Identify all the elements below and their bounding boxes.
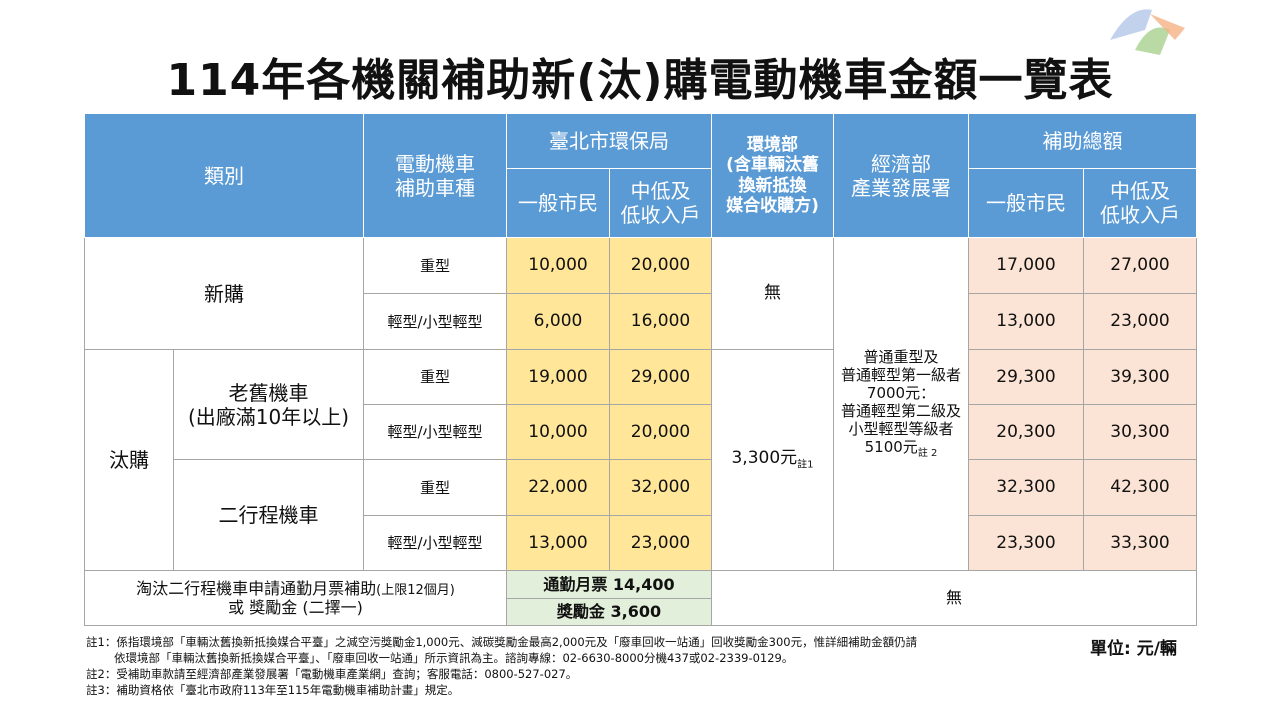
cell: 汰購 (84, 349, 174, 571)
cell: 29,000 (609, 349, 712, 405)
subsidy-table: 類別 電動機車 補助車種 臺北市環保局 環境部 (含車輛汰舊 換新抵換 媒合收購… (84, 113, 1197, 626)
notes: 註1：係指環境部「車輛汰舊換新抵換媒合平臺」之減空污獎勵金1,000元、減碳獎勵… (86, 634, 917, 698)
cell: 23,000 (609, 515, 712, 571)
cell: 30,300 (1083, 404, 1197, 460)
cell: 20,000 (609, 404, 712, 460)
cell: 3,300元註1 (711, 349, 834, 571)
cell: 32,000 (609, 459, 712, 516)
header-cell: 補助總額 (968, 113, 1197, 169)
cell: 10,000 (506, 237, 610, 294)
cell: 32,300 (968, 459, 1084, 516)
header-cell: 中低及 低收入戶 (609, 168, 712, 238)
cell: 27,000 (1083, 237, 1197, 294)
cell: 無 (711, 570, 1197, 626)
cell: 通勤月票 14,400 (506, 570, 712, 599)
header-cell: 類別 (84, 113, 364, 238)
header-cell: 電動機車 補助車種 (363, 113, 507, 238)
cell-text: (上限12個月) (376, 582, 455, 598)
note: 註2：受補助車款請至經濟部產業發展署「電動機車產業網」查詢；客服電話：0800-… (86, 667, 578, 681)
cell: 輕型/小型輕型 (363, 293, 507, 350)
cell: 輕型/小型輕型 (363, 404, 507, 460)
cell-text: 3,300元 (731, 448, 798, 469)
cell: 無 (711, 237, 834, 350)
cell: 16,000 (609, 293, 712, 350)
title: 114年各機關補助新(汰)購電動機車金額一覽表 (166, 55, 1114, 106)
unit: 單位: 元/輛 (1090, 639, 1177, 659)
header-cell: 一般市民 (506, 168, 610, 238)
cell: 獎勵金 3,600 (506, 598, 712, 626)
cell: 重型 (363, 459, 507, 516)
cell: 13,000 (968, 293, 1084, 350)
cell: 33,300 (1083, 515, 1197, 571)
cell: 20,300 (968, 404, 1084, 460)
cell: 重型 (363, 237, 507, 294)
cell: 老舊機車 (出廠滿10年以上) (173, 349, 364, 460)
cell-text: 或 獎勵金 (二擇一) (228, 598, 363, 618)
cell: 13,000 (506, 515, 610, 571)
cell: 23,300 (968, 515, 1084, 571)
cell: 6,000 (506, 293, 610, 350)
note-ref: 註1 (797, 459, 814, 471)
cell: 普通重型及 普通輕型第一級者 7000元： 普通輕型第二級及 小型輕型等級者 5… (833, 237, 969, 571)
cell: 17,000 (968, 237, 1084, 294)
cell: 二行程機車 (173, 459, 364, 571)
cell: 42,300 (1083, 459, 1197, 516)
cell: 29,300 (968, 349, 1084, 405)
cell-text: 普通重型及 普通輕型第一級者 7000元： 普通輕型第二級及 小型輕型等級者 5… (840, 348, 961, 456)
cell: 重型 (363, 349, 507, 405)
cell: 新購 (84, 237, 364, 350)
cell: 22,000 (506, 459, 610, 516)
logo (1110, 9, 1185, 55)
cell: 23,000 (1083, 293, 1197, 350)
cell: 10,000 (506, 404, 610, 460)
cell-text: 淘汰二行程機車申請通勤月票補助 (136, 578, 377, 598)
cell: 淘汰二行程機車申請通勤月票補助(上限12個月) 或 獎勵金 (二擇一) (84, 570, 507, 626)
header-cell: 經濟部 產業發展署 (833, 113, 969, 238)
header-cell: 臺北市環保局 (506, 113, 712, 169)
cell: 19,000 (506, 349, 610, 405)
cell: 20,000 (609, 237, 712, 294)
header-cell: 環境部 (含車輛汰舊 換新抵換 媒合收購方) (711, 113, 834, 238)
note: 註1：係指環境部「車輛汰舊換新抵換媒合平臺」之減空污獎勵金1,000元、減碳獎勵… (86, 635, 918, 649)
header-cell: 一般市民 (968, 168, 1084, 238)
note-ref: 註 2 (917, 448, 938, 459)
note: 註3：補助資格依「臺北市政府113年至115年電動機車補助計畫」規定。 (86, 683, 460, 697)
cell: 39,300 (1083, 349, 1197, 405)
cell: 輕型/小型輕型 (363, 515, 507, 571)
header-cell: 中低及 低收入戶 (1083, 168, 1197, 238)
note: 依環境部「車輛汰舊換新抵換媒合平臺」、「廢車回收一站通」所示資訊為主。諮詢專線：… (114, 651, 794, 665)
